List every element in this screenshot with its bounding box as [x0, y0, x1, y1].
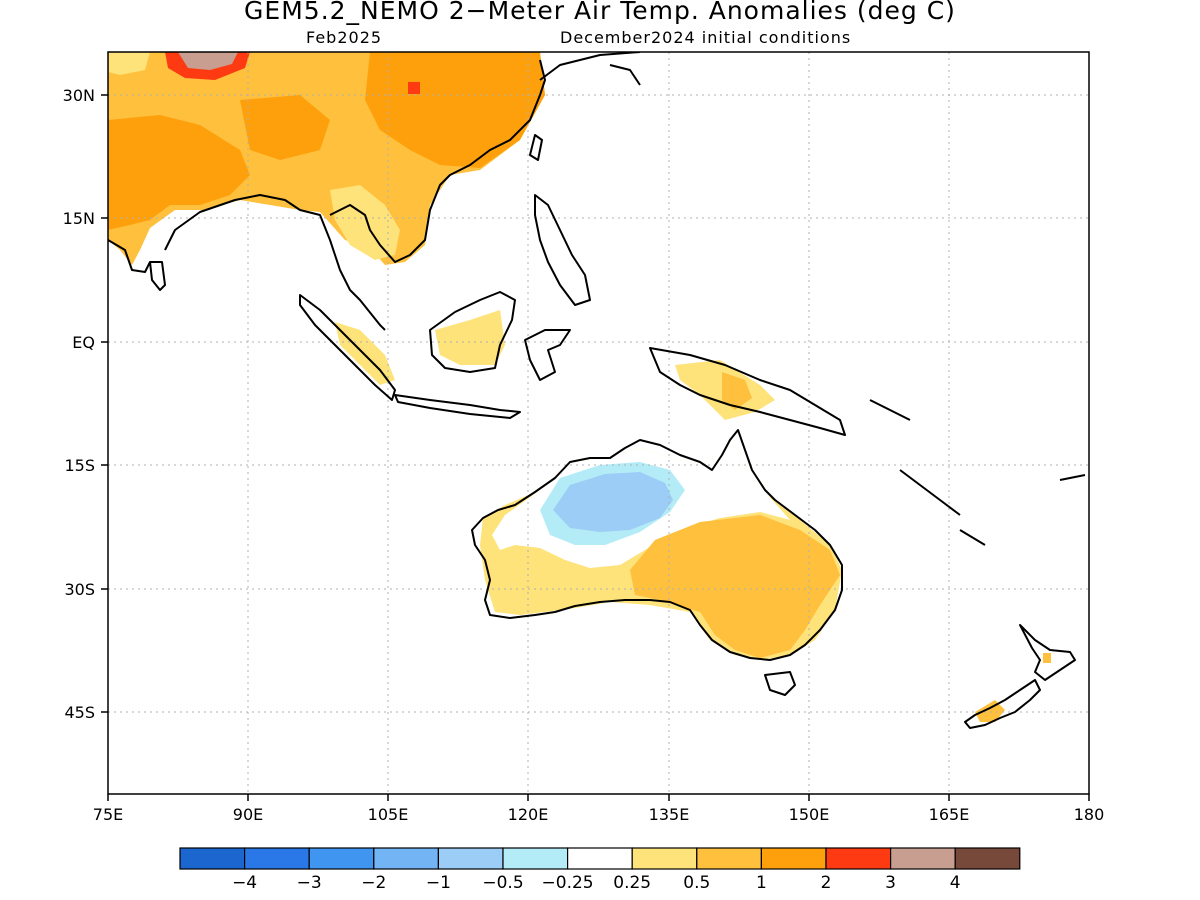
map-title: GEM5.2_NEMO 2−Meter Air Temp. Anomalies …: [244, 0, 956, 25]
colorbar-swatch: [889, 847, 956, 870]
indochina-pale: [330, 185, 400, 260]
lat-label: 30N: [63, 86, 95, 105]
colorbar-swatch: [179, 847, 246, 870]
lon-label: 120E: [508, 805, 549, 824]
pacific-islands: [869, 399, 1086, 546]
colorbar-swatch: [373, 847, 439, 870]
lon-label: 180: [1074, 805, 1105, 824]
colorbar-label: −0.25: [542, 873, 594, 893]
colorbar-label: −1: [426, 873, 451, 893]
lat-label: EQ: [72, 333, 95, 352]
australia-coast: [471, 429, 843, 661]
colorbar-label: 4: [950, 873, 961, 893]
colorbar-label: −4: [232, 873, 257, 893]
colorbar-label: 1: [756, 873, 767, 893]
taiwan: [529, 134, 543, 161]
lat-ticks: [101, 94, 108, 713]
colorbar-swatch: [954, 847, 1021, 870]
colorbar-swatch: [502, 847, 569, 870]
asia-warm-strong: [365, 52, 545, 168]
borneo: [429, 291, 516, 373]
australia-warm: [630, 515, 840, 658]
australia-cool: [553, 472, 673, 532]
new-guinea: [649, 347, 846, 436]
lat-label: 30S: [64, 580, 95, 599]
lon-label: 135E: [649, 805, 690, 824]
colorbar-label: −3: [297, 873, 322, 893]
lon-label: 90E: [233, 805, 263, 824]
asia-coast: [108, 59, 546, 331]
colorbar-swatch: [631, 847, 698, 870]
colorbar: −4 −3 −2 −1 −0.5 −0.25 0.25 0.5 1 2 3 4: [179, 847, 1021, 893]
plot-frame: [107, 51, 1090, 795]
forecast-month: Feb2025: [306, 28, 383, 47]
lon-label: 165E: [929, 805, 970, 824]
colorbar-label: −0.5: [482, 873, 523, 893]
lon-label: 150E: [789, 805, 830, 824]
colorbar-label: 3: [885, 873, 896, 893]
colorbar-swatch: [308, 847, 375, 870]
lon-label: 75E: [93, 805, 123, 824]
philippines: [534, 194, 591, 306]
nz-north: [1019, 624, 1076, 681]
colorbar-swatch: [825, 847, 892, 870]
tibet-warm-strong: [240, 95, 330, 160]
colorbar-label: 0.5: [683, 873, 710, 893]
colorbar-swatch: [244, 847, 310, 870]
lat-label: 15N: [63, 209, 95, 228]
japan: [539, 52, 641, 86]
colorbar-label: −2: [361, 873, 386, 893]
anomaly-shading: [108, 52, 1051, 722]
sulawesi: [524, 329, 571, 381]
colorbar-swatch: [437, 847, 504, 870]
initial-conditions: December2024 initial conditions: [560, 28, 852, 47]
tasmania: [764, 671, 796, 696]
lon-label: 105E: [368, 805, 409, 824]
sumatra: [299, 294, 396, 401]
lat-labels: 30N 15N EQ 15S 30S 45S: [63, 86, 95, 722]
lat-label: 15S: [64, 456, 95, 475]
lon-labels: 75E 90E 105E 120E 135E 150E 165E 180: [93, 805, 1105, 824]
colorbar-swatch: [566, 847, 633, 870]
lat-label: 45S: [64, 703, 95, 722]
lon-ticks: [107, 794, 1090, 801]
colorbar-swatch: [696, 847, 762, 870]
nz-south: [964, 679, 1041, 729]
colorbar-swatch: [760, 847, 827, 870]
coastlines: [108, 52, 1086, 729]
colorbar-label: 2: [821, 873, 832, 893]
colorbar-label: 0.25: [613, 873, 651, 893]
java: [394, 394, 521, 419]
graticule: [108, 52, 1089, 794]
india-warm-strong: [108, 115, 250, 230]
